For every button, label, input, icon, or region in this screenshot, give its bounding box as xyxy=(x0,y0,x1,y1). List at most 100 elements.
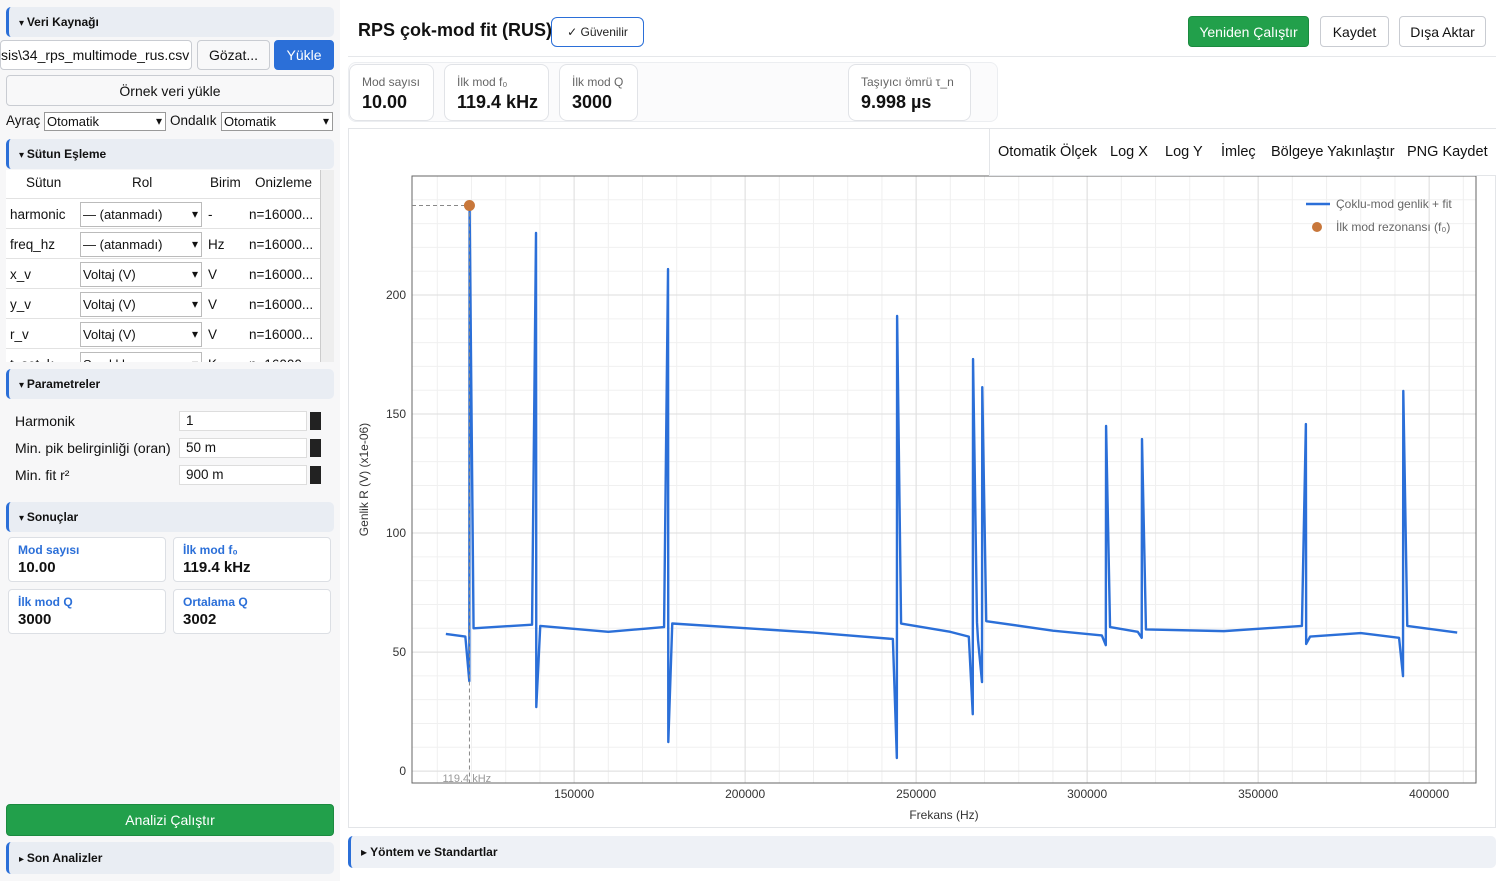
field-input[interactable]: 900 m xyxy=(179,465,307,485)
file-input[interactable]: sis\34_rps_multimode_rus.csv xyxy=(0,40,192,70)
spinner[interactable] xyxy=(310,412,321,430)
section-title: Yöntem ve Standartlar xyxy=(370,845,498,859)
cell: n=16000... xyxy=(249,267,314,282)
marker xyxy=(463,200,475,212)
metric-value: 10.00 xyxy=(362,92,408,112)
panel-header[interactable]: Son Analizler xyxy=(6,842,334,874)
cell: t_set_k xyxy=(10,357,80,362)
toolbar-button[interactable]: Bölgeye Yakınlaştır xyxy=(1271,144,1395,160)
chart-panel: 150000 200000 250000 300000 350000 400000 0 50 1… xyxy=(348,128,1496,828)
role-select[interactable]: — (atanmadı) xyxy=(80,202,202,227)
result-card: Ortalama Q 3002 xyxy=(173,589,331,634)
label: Ondalık xyxy=(170,113,217,128)
x-axis-label: Frekans (Hz) xyxy=(909,808,978,822)
check-icon: ✓ xyxy=(567,25,581,39)
status-badge: ✓ Güvenilir xyxy=(551,17,644,47)
role-select[interactable]: Voltaj (V) xyxy=(80,262,202,287)
toolbar-button[interactable]: Log Y xyxy=(1165,144,1203,160)
cell: Hz xyxy=(208,237,225,252)
page-title: RPS çok-mod fit (RUS) xyxy=(358,20,553,40)
result-card: Mod sayısı 10.00 xyxy=(8,537,166,582)
x-tick-label: 350000 xyxy=(1238,787,1278,801)
panel-header[interactable]: Sonuçlar xyxy=(6,502,334,532)
save-button[interactable]: Kaydet xyxy=(1320,16,1389,47)
metric-card: Mod sayısı 10.00 xyxy=(349,64,434,121)
y-tick-label: 150 xyxy=(386,407,406,421)
run-button[interactable]: Analizi Çalıştır xyxy=(6,804,334,836)
y-tick-label: 100 xyxy=(386,526,406,540)
y-tick-label: 50 xyxy=(393,645,407,659)
row-divider xyxy=(6,318,320,319)
minor-grid xyxy=(412,175,1476,783)
toolbar-button[interactable]: Log X xyxy=(1110,144,1148,160)
legend-label: İlk mod rezonansı (f₀) xyxy=(1336,220,1450,234)
result-card: İlk mod f₀ 119.4 kHz xyxy=(173,537,331,582)
role-select[interactable]: Voltaj (V) xyxy=(80,292,202,317)
cell: n=16000... xyxy=(249,237,314,252)
card-label: İlk mod f₀ xyxy=(183,543,238,557)
cell: - xyxy=(208,207,213,222)
cell: r_v xyxy=(10,327,29,342)
cell: n=16000... xyxy=(249,207,314,222)
label: Ayraç xyxy=(6,113,41,128)
chart-toolbar: Otomatik Ölçek Log X Log Y İmleç Bölgeye Yak… xyxy=(989,129,1496,176)
card-label: Mod sayısı xyxy=(18,543,80,557)
role-select[interactable]: Voltaj (V) xyxy=(80,322,202,347)
toolbar-button[interactable]: İmleç xyxy=(1221,144,1256,160)
x-tick-label: 400000 xyxy=(1409,787,1449,801)
separator-select[interactable]: Otomatik xyxy=(44,112,166,131)
decimal-select[interactable]: Otomatik xyxy=(221,112,333,131)
role-select[interactable]: — (atanmadı) xyxy=(80,232,202,257)
export-button[interactable]: Dışa Aktar xyxy=(1399,16,1486,47)
sidebar: Veri Kaynağı sis\34_rps_multimode_rus.cs… xyxy=(0,0,340,881)
row-divider xyxy=(6,258,320,259)
row-divider xyxy=(6,228,320,229)
chart: 150000 200000 250000 300000 350000 400000 0 50 1… xyxy=(357,175,1477,822)
column-header: Birim xyxy=(210,175,241,190)
legend-marker xyxy=(1312,222,1322,232)
field-input[interactable]: 1 xyxy=(179,411,307,431)
card-label: Ortalama Q xyxy=(183,595,248,609)
cell: n=16000... xyxy=(249,297,314,312)
section-header[interactable]: ▸ Yöntem ve Standartlar xyxy=(348,836,1496,868)
card-value: 3000 xyxy=(18,611,52,628)
spinner[interactable] xyxy=(310,466,321,484)
metric-label: Taşıyıcı ömrü τ_n xyxy=(861,75,954,89)
metric-value: 3000 xyxy=(572,92,613,112)
metric-label: İlk mod f₀ xyxy=(457,75,508,89)
toolbar-button[interactable]: PNG Kaydet xyxy=(1407,144,1488,160)
metric-card: İlk mod f₀ 119.4 kHz xyxy=(444,64,549,121)
card-label: İlk mod Q xyxy=(18,595,73,609)
metric-card: İlk mod Q 3000 xyxy=(559,64,638,121)
role-select[interactable]: Sıcaklık xyxy=(80,352,202,362)
scrollbar[interactable] xyxy=(320,170,334,362)
column-header: Sütun xyxy=(26,175,62,190)
spinner[interactable] xyxy=(310,439,321,457)
panel-header[interactable]: Parametreler xyxy=(6,369,334,399)
cell: n=16000... xyxy=(249,327,314,342)
field-label: Min. pik belirginliği (oran) xyxy=(15,440,171,456)
cell: x_v xyxy=(10,267,32,282)
cell: harmonic xyxy=(10,207,66,222)
cell: V xyxy=(208,297,218,312)
cell: n=16000 xyxy=(249,357,319,362)
load-button[interactable]: Yükle xyxy=(274,40,334,70)
toolbar-button[interactable]: Otomatik Ölçek xyxy=(998,144,1098,160)
panel-header[interactable]: Veri Kaynağı xyxy=(6,7,334,37)
browse-button[interactable]: Gözat... xyxy=(197,40,270,70)
metric-value: 119.4 kHz xyxy=(457,92,539,112)
caret: ▸ xyxy=(361,845,371,859)
badge-text: Güvenilir xyxy=(580,25,628,39)
row-divider xyxy=(6,348,320,349)
result-card: İlk mod Q 3000 xyxy=(8,589,166,634)
x-tick-label: 200000 xyxy=(725,787,765,801)
panel-header[interactable]: Sütun Eşleme xyxy=(6,139,334,169)
sample-button[interactable]: Örnek veri yükle xyxy=(6,75,334,106)
field-input[interactable]: 50 m xyxy=(179,438,307,458)
y-axis-label: Genlik R (V) (x1e-06) xyxy=(357,423,371,536)
rerun-button[interactable]: Yeniden Çalıştır xyxy=(1188,16,1309,47)
legend-label: Çoklu-mod genlik + fit xyxy=(1336,197,1452,211)
cell: y_v xyxy=(10,297,32,312)
x-tick-label: 250000 xyxy=(896,787,936,801)
